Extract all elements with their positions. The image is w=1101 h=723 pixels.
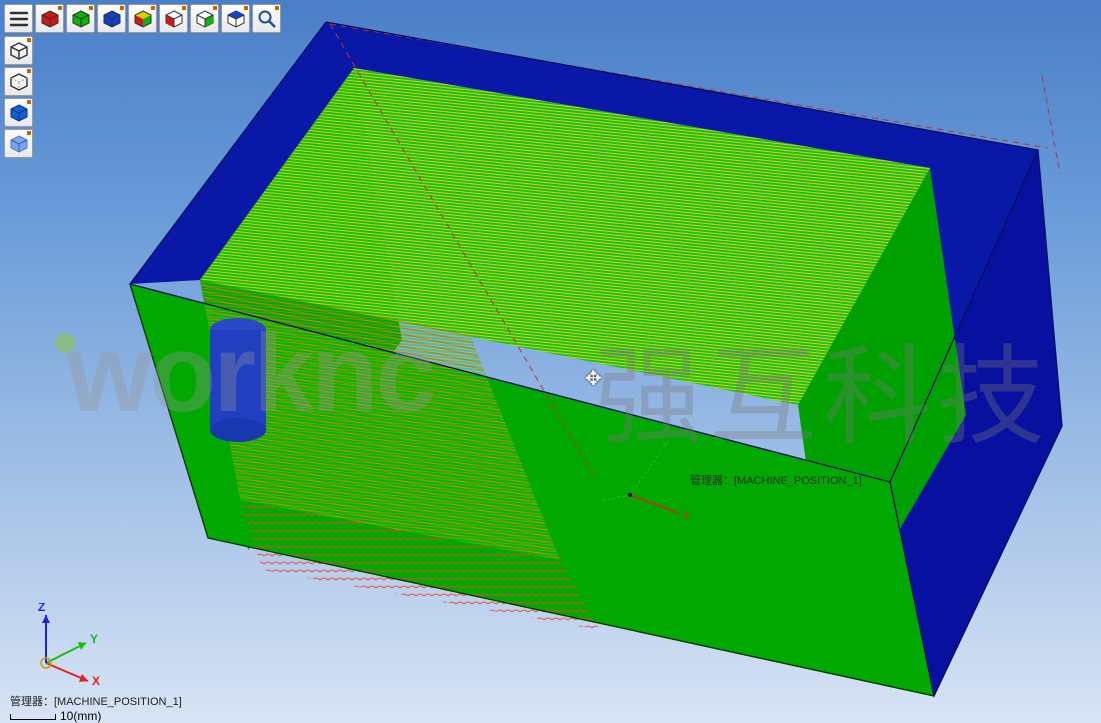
ghost-cube[interactable] [4,129,33,158]
model-render [0,0,1101,723]
viewport-3d[interactable]: X Y 管理器：[MACHINE_POSITION_1] [0,0,1101,723]
axis-y-label: Y [662,440,670,452]
view-axis-triad: X Y Z [16,603,106,693]
view-iso-blue[interactable] [97,4,126,33]
svg-text:Z: Z [38,603,45,614]
scale-bar: 10(mm) [10,709,101,723]
menu-icon[interactable] [4,4,33,33]
watermark-worknc: •worknc [45,310,434,437]
toolbar-left: XYZ [4,36,33,158]
view-iso-red[interactable] [35,4,64,33]
zoom-fit[interactable] [252,4,281,33]
view-front-blue[interactable] [221,4,250,33]
svg-text:X: X [92,674,100,688]
axis-x-label: X [682,510,690,522]
hidden-cube[interactable] [4,67,33,96]
view-iso-green[interactable] [66,4,95,33]
status-label: 管理器：[MACHINE_POSITION_1] [10,693,182,709]
svg-text:Y: Y [90,632,98,646]
wire-cube[interactable] [4,36,33,65]
machine-origin-label: 管理器：[MACHINE_POSITION_1] [690,472,862,488]
toolbar-top [4,4,281,33]
view-iso-rainbow[interactable] [128,4,157,33]
machine-origin-axis: X Y [600,435,720,555]
view-front-green[interactable] [190,4,219,33]
center-cursor-icon: ✥ [585,366,602,391]
shaded-cube[interactable] [4,98,33,127]
watermark-cn: 强互科技 [595,310,1051,466]
view-front-red[interactable] [159,4,188,33]
